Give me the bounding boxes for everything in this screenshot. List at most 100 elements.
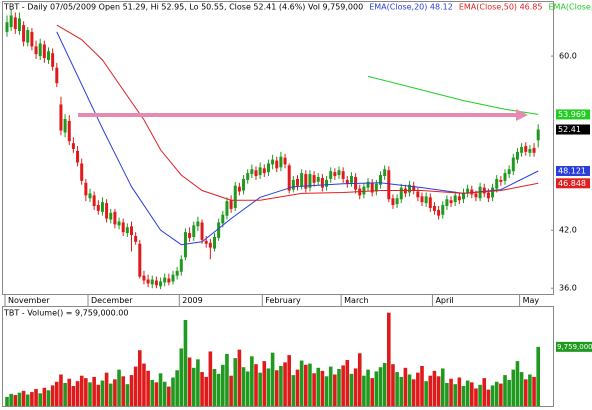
candle-body (441, 205, 445, 215)
volume-bar (440, 368, 445, 406)
candle-body (167, 278, 171, 283)
volume-bar (274, 370, 279, 406)
volume-bar (191, 367, 196, 406)
candle-body (296, 178, 299, 186)
volume-bar (357, 353, 362, 406)
volume-bar (532, 376, 536, 406)
legend-entry: EMA(Close,50) 46.85 (459, 3, 543, 12)
volume-bar (511, 369, 516, 406)
arrow-head (516, 109, 528, 121)
volume-bar (295, 369, 300, 406)
candle-body (437, 209, 441, 216)
candle-body (432, 206, 436, 211)
candle-body (383, 169, 387, 177)
candle-body (67, 120, 71, 142)
volume-bar (536, 346, 540, 406)
close-last-label-box (556, 124, 590, 135)
volume-bar (59, 374, 63, 406)
volume-bar (175, 370, 179, 406)
volume-bar (337, 369, 341, 406)
x-tick-label: 2009 (182, 296, 202, 305)
candle-body (462, 192, 465, 200)
ema-last-label: 48.121 (558, 166, 586, 175)
candle-body (520, 147, 524, 153)
volume-bar (42, 387, 47, 406)
ema-last-label: 53.969 (558, 110, 586, 119)
ema-line (367, 75, 539, 115)
candle-body (499, 179, 503, 182)
volume-bar (121, 376, 125, 406)
candle-body (408, 184, 412, 193)
volume-bar (9, 393, 13, 406)
volume-bar (378, 367, 383, 406)
volume-bar (142, 363, 146, 406)
volume-bar (138, 350, 142, 406)
candle-body (511, 157, 515, 172)
candle-body (482, 187, 486, 194)
volume-bar (254, 364, 258, 406)
volume-bar (154, 382, 159, 406)
volume-bar (225, 353, 229, 406)
candle-body (34, 46, 38, 55)
volume-bar (490, 385, 495, 406)
candle-body (200, 222, 204, 240)
y-tick-label: 42.0 (559, 226, 577, 235)
candle-body (130, 226, 133, 236)
volume-bar (258, 372, 262, 406)
candle-body (117, 221, 121, 226)
candle-body (337, 170, 341, 176)
candle-body (192, 225, 196, 237)
volume-bar (34, 389, 38, 406)
candle-body (395, 198, 399, 205)
ema-last-label-box (556, 109, 590, 120)
volume-bar (146, 370, 150, 406)
candle-body (325, 179, 329, 187)
candle-body (333, 172, 337, 177)
candle-body (159, 281, 163, 287)
candle-body (84, 182, 88, 196)
volume-bar (266, 368, 271, 406)
volume-bar (436, 376, 441, 406)
candle-body (457, 196, 461, 201)
candle-body (171, 274, 175, 282)
candle-body (221, 214, 225, 224)
candle-body (524, 146, 528, 152)
ema-last-label-box (556, 165, 590, 176)
y-tick-label: 36.0 (559, 284, 577, 293)
close-last-label: 52.41 (558, 125, 581, 134)
candle-body (424, 196, 428, 204)
volume-bar (320, 370, 325, 406)
candle-body (341, 171, 345, 179)
volume-bar (387, 312, 391, 406)
volume-bar (38, 393, 42, 406)
volume-bar (162, 381, 167, 406)
candle-body (262, 168, 266, 174)
volume-bar (129, 375, 134, 406)
volume-bar (88, 382, 92, 406)
legend-entry: EMA(Close,200) 53.97 (548, 3, 592, 12)
volume-bar (287, 355, 291, 406)
volume-bar (341, 365, 345, 406)
volume-bar (345, 359, 350, 406)
volume-bar (283, 362, 287, 406)
volume-last-box (556, 341, 592, 352)
volume-bar (391, 364, 395, 406)
volume-bar (204, 376, 208, 406)
volume-bar (449, 378, 453, 406)
candle-body (100, 202, 104, 212)
candle-body (121, 222, 125, 233)
volume-bar (349, 373, 354, 406)
volume-bar (291, 375, 296, 406)
candle-body (300, 173, 304, 187)
candle-body (507, 169, 511, 175)
candle-body (51, 53, 55, 67)
candle-body (453, 195, 457, 203)
volume-bar (461, 386, 466, 406)
volume-bar (133, 366, 138, 406)
volume-bar (262, 361, 267, 406)
candle-body (196, 221, 200, 227)
candle-body (105, 203, 109, 219)
candle-body (237, 186, 241, 192)
candle-body (428, 197, 432, 208)
candle-body (134, 236, 138, 242)
